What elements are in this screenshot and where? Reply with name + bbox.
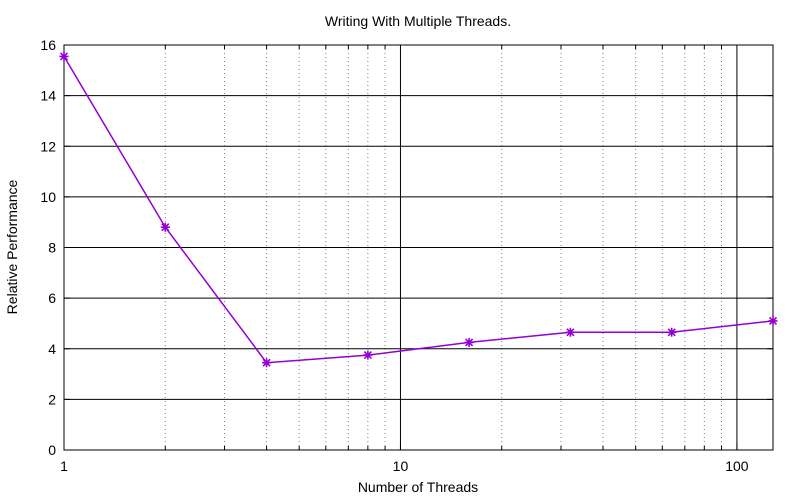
data-point	[160, 222, 170, 232]
y-tick-label: 2	[48, 391, 56, 407]
data-point-marker	[160, 222, 170, 232]
y-tick-label: 16	[40, 37, 56, 53]
x-tick-label: 100	[725, 458, 749, 474]
y-tick-labels: 0 2 4 6 8 10 12 14 16	[40, 37, 56, 458]
data-point-marker	[464, 337, 474, 347]
y-tick-label: 6	[48, 290, 56, 306]
y-tick-label: 14	[40, 88, 56, 104]
data-point	[667, 327, 677, 337]
data-point-marker	[667, 327, 677, 337]
series-layer	[59, 51, 778, 368]
chart-title: Writing With Multiple Threads.	[325, 13, 511, 29]
y-tick-label: 4	[48, 341, 56, 357]
y-axis-title: Relative Performance	[4, 179, 20, 314]
data-point-marker	[262, 358, 272, 368]
data-point-marker	[59, 51, 69, 61]
data-point	[565, 327, 575, 337]
x-tick-label: 10	[393, 458, 409, 474]
x-axis-title: Number of Threads	[358, 479, 478, 495]
data-point	[262, 358, 272, 368]
y-tick-label: 8	[48, 240, 56, 256]
y-tick-label: 12	[40, 138, 56, 154]
y-tick-label: 0	[48, 442, 56, 458]
data-point-marker	[565, 327, 575, 337]
data-point-marker	[363, 350, 373, 360]
data-point	[363, 350, 373, 360]
plot-frame	[63, 44, 774, 451]
grid-layer	[64, 45, 773, 450]
data-point	[768, 316, 778, 326]
data-point	[464, 337, 474, 347]
data-point-marker	[768, 316, 778, 326]
series-line	[63, 56, 774, 364]
tick-layer	[63, 44, 773, 451]
x-tick-label: 1	[60, 458, 68, 474]
x-tick-labels: 1 10 100	[60, 458, 749, 474]
y-tick-label: 10	[40, 189, 56, 205]
data-point	[59, 51, 69, 61]
